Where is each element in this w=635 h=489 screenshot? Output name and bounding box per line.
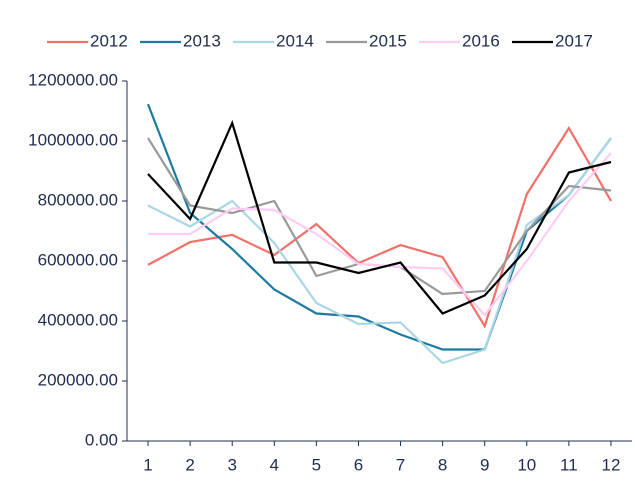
legend-label: 2014 — [276, 31, 314, 50]
series-line — [147, 119, 612, 315]
y-tick-label: 600000.00 — [38, 250, 118, 269]
series-line — [147, 125, 612, 329]
legend-label: 2013 — [183, 31, 221, 50]
series-line — [146, 103, 612, 351]
series-line — [147, 137, 612, 365]
x-tick-label: 1 — [143, 455, 152, 474]
x-tick-label: 2 — [185, 455, 194, 474]
y-tick-label: 400000.00 — [38, 310, 118, 329]
y-tick-label: 800000.00 — [38, 190, 118, 209]
legend-label: 2015 — [369, 31, 407, 50]
x-tick-label: 10 — [517, 455, 536, 474]
y-tick-label: 1000000.00 — [28, 130, 118, 149]
y-tick-label: 1200000.00 — [28, 70, 118, 89]
x-tick-label: 5 — [312, 455, 321, 474]
x-tick-label: 11 — [560, 455, 578, 474]
x-tick-label: 9 — [480, 455, 489, 474]
series-line — [147, 137, 612, 296]
x-tick-label: 8 — [438, 455, 447, 474]
series-line — [148, 152, 612, 317]
x-tick-label: 12 — [601, 455, 620, 474]
y-tick-label: 200000.00 — [38, 370, 118, 389]
x-tick-label: 6 — [354, 455, 363, 474]
legend-label: 2016 — [462, 31, 500, 50]
y-tick-label: 0.00 — [85, 430, 118, 449]
x-tick-label: 4 — [270, 455, 279, 474]
legend-label: 2017 — [555, 31, 593, 50]
legend-label: 2012 — [90, 31, 128, 50]
x-tick-label: 7 — [396, 455, 405, 474]
x-tick-label: 3 — [227, 455, 236, 474]
